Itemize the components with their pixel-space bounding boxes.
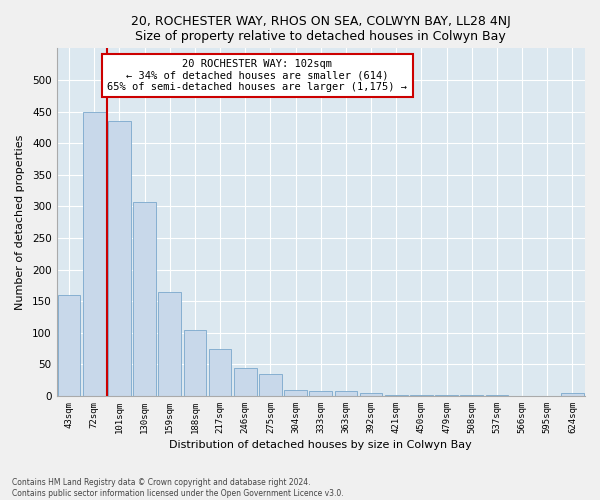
X-axis label: Distribution of detached houses by size in Colwyn Bay: Distribution of detached houses by size … — [169, 440, 472, 450]
Y-axis label: Number of detached properties: Number of detached properties — [15, 134, 25, 310]
Bar — [58, 295, 80, 396]
Bar — [284, 390, 307, 396]
Title: 20, ROCHESTER WAY, RHOS ON SEA, COLWYN BAY, LL28 4NJ
Size of property relative t: 20, ROCHESTER WAY, RHOS ON SEA, COLWYN B… — [131, 15, 511, 43]
Bar — [410, 394, 433, 396]
Bar — [108, 121, 131, 396]
Bar — [83, 112, 106, 396]
Bar — [234, 368, 257, 396]
Bar — [259, 374, 282, 396]
Text: Contains HM Land Registry data © Crown copyright and database right 2024.
Contai: Contains HM Land Registry data © Crown c… — [12, 478, 344, 498]
Bar — [158, 292, 181, 396]
Bar — [335, 391, 357, 396]
Bar — [310, 391, 332, 396]
Bar — [209, 348, 232, 396]
Bar — [184, 330, 206, 396]
Bar — [385, 394, 407, 396]
Bar — [133, 202, 156, 396]
Bar — [360, 394, 382, 396]
Text: 20 ROCHESTER WAY: 102sqm
← 34% of detached houses are smaller (614)
65% of semi-: 20 ROCHESTER WAY: 102sqm ← 34% of detach… — [107, 59, 407, 92]
Bar — [561, 394, 584, 396]
